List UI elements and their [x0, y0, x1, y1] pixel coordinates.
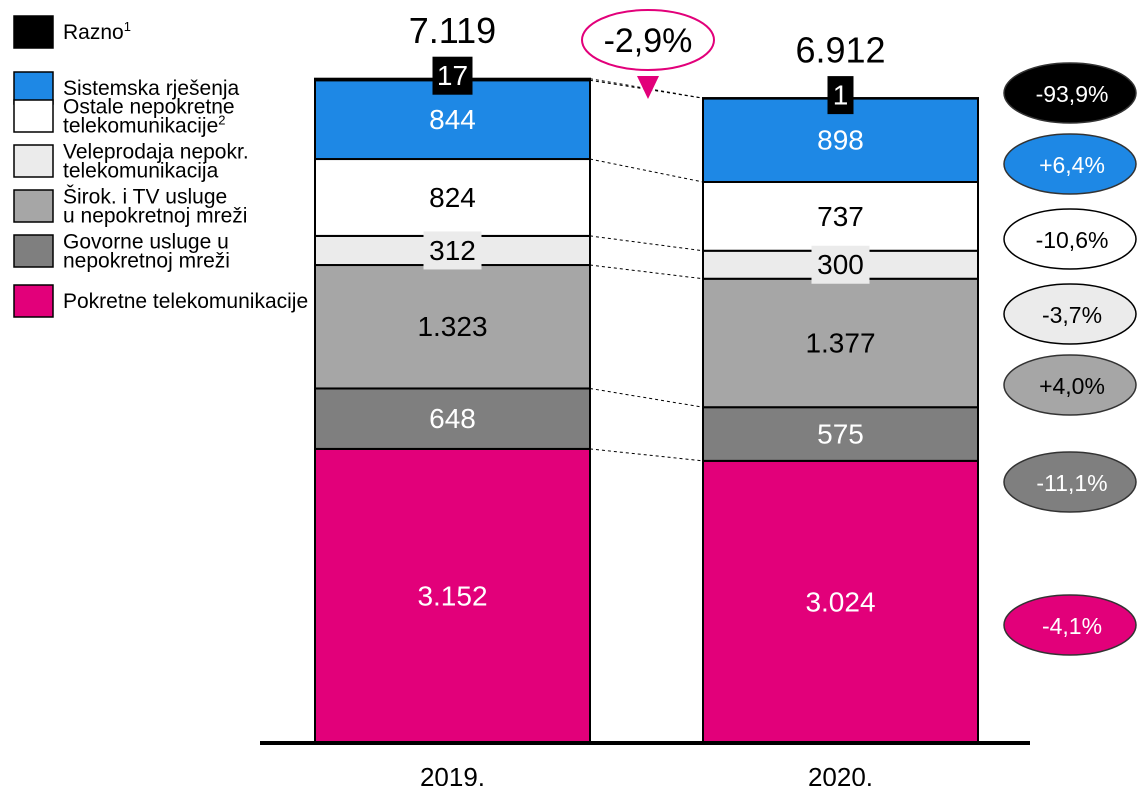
total-label-2020: 6.912: [795, 30, 885, 71]
change-label-2: +4,0%: [1039, 373, 1105, 399]
change-bubble-4: [1003, 208, 1137, 270]
x-tick-label-2019: 2019.: [420, 762, 485, 786]
data-label-2020-2: 1.377: [805, 327, 875, 358]
total-change-label: -2,9%: [604, 22, 693, 60]
total-change-bubble: [581, 9, 715, 71]
connector-line-5: [589, 158, 704, 183]
change-bubble-6: [1003, 62, 1137, 124]
legend-label-2: Ostale nepokretne telekomunikacije2: [63, 96, 235, 138]
data-label-2019-5: 844: [429, 104, 476, 135]
legend-swatch-6: [13, 284, 54, 318]
change-label-1: -11,1%: [1036, 470, 1107, 496]
legend-label-5: Govorne usluge u nepokretnoj mreži: [63, 231, 230, 273]
legend-swatch-4: [13, 189, 54, 223]
bar-segment-2019-0: [314, 447, 591, 744]
change-bubble-2: [1003, 354, 1137, 416]
data-label-box-2019-3: [423, 231, 482, 270]
data-label-2020-1: 575: [817, 419, 864, 450]
data-label-2020-0: 3.024: [805, 586, 875, 617]
data-label-box-2020-6: [827, 76, 854, 115]
bar-segment-2020-2: [702, 277, 979, 409]
legend-swatch-0: [13, 15, 54, 49]
connector-line-6: [589, 79, 704, 99]
data-label-2020-4: 737: [817, 201, 864, 232]
data-label-2019-2: 1.323: [417, 311, 487, 342]
change-bubble-1: [1003, 451, 1137, 513]
connector-line-top: [589, 78, 704, 99]
data-label-2019-1: 648: [429, 403, 476, 434]
change-label-0: -4,1%: [1042, 613, 1102, 639]
change-bubble-0: [1003, 594, 1137, 656]
data-label-2020-5: 898: [817, 125, 864, 156]
bar-segment-2020-4: [702, 180, 979, 252]
data-label-box-2019-6: [432, 56, 473, 95]
total-label-2019: 7.119: [409, 10, 496, 51]
data-label-2019-4: 824: [429, 182, 476, 213]
x-tick-label-2020: 2020.: [808, 762, 873, 786]
change-label-5: +6,4%: [1039, 152, 1105, 178]
legend-swatch-3: [13, 144, 54, 178]
connector-line-1: [589, 448, 704, 462]
bar-segment-2020-0: [702, 459, 979, 744]
bar-segment-2019-1: [314, 387, 591, 450]
legend-label-6: Pokretne telekomunikacije: [63, 290, 308, 313]
data-label-2019-0: 3.152: [417, 580, 487, 611]
connector-line-2: [589, 387, 704, 408]
connector-line-3: [589, 264, 704, 280]
change-bubble-5: [1003, 133, 1137, 195]
legend-label-0: Razno1: [63, 19, 131, 44]
change-label-4: -10,6%: [1036, 227, 1109, 253]
data-label-box-2020-3: [811, 245, 870, 284]
legend-swatch-1: [13, 71, 54, 105]
change-label-6: -93,9%: [1036, 81, 1109, 107]
data-label-2020-6: 1: [833, 80, 849, 111]
down-arrow-icon: [637, 76, 659, 99]
legend-swatch-5: [13, 234, 54, 268]
legend-label-3: Veleprodaja nepokr. telekomunikacija: [63, 141, 249, 183]
data-label-2019-6: 17: [437, 60, 468, 91]
change-label-3: -3,7%: [1042, 302, 1102, 328]
legend-label-1: Sistemska rješenja: [63, 77, 240, 100]
legend-swatch-2: [13, 99, 54, 133]
data-label-2019-3: 312: [429, 235, 476, 266]
bar-segment-2020-1: [702, 406, 979, 462]
legend-label-4: Širok. i TV usluge u nepokretnoj mreži: [63, 186, 247, 228]
data-label-2020-3: 300: [817, 249, 864, 280]
change-bubble-3: [1003, 283, 1137, 345]
connector-line-4: [589, 235, 704, 252]
